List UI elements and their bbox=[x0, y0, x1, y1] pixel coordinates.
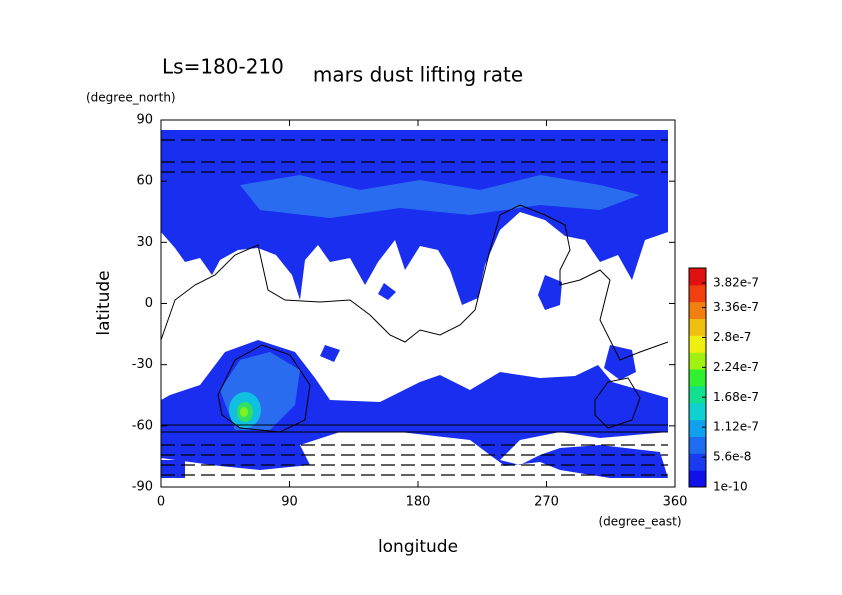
contour-line bbox=[160, 204, 669, 361]
contour-fill bbox=[161, 130, 668, 305]
x-axis-label: longitude bbox=[378, 537, 458, 557]
contour-line bbox=[161, 424, 668, 433]
colorbar-swatch bbox=[689, 453, 706, 471]
colorbar-swatch bbox=[689, 470, 706, 488]
colorbar-swatch bbox=[689, 352, 706, 370]
y-axis-label: latitude bbox=[94, 270, 114, 335]
y-tick-label: 60 bbox=[136, 174, 153, 189]
y-tick-label: -60 bbox=[132, 418, 153, 433]
x-unit: (degree_east) bbox=[598, 515, 681, 529]
colorbar-swatch bbox=[689, 335, 706, 353]
colorbar-label: 1.68e-7 bbox=[713, 390, 759, 404]
y-tick-label: 30 bbox=[136, 235, 153, 250]
colorbar-swatch bbox=[689, 419, 706, 437]
colorbar-swatch bbox=[689, 318, 706, 336]
y-unit: (degree_north) bbox=[86, 91, 176, 105]
contour-fill bbox=[240, 407, 248, 417]
colorbar-swatch bbox=[689, 284, 706, 303]
subtitle: Ls=180-210 bbox=[162, 55, 284, 79]
colorbar-label: 2.8e-7 bbox=[713, 330, 751, 344]
contour-line bbox=[217, 344, 311, 433]
colorbar-label: 1e-10 bbox=[713, 479, 748, 493]
colorbar-label: 5.6e-8 bbox=[713, 450, 751, 464]
chart-title: mars dust lifting rate bbox=[313, 63, 523, 87]
colorbar-swatch bbox=[689, 301, 706, 320]
colorbar-label: 1.12e-7 bbox=[713, 420, 759, 434]
colorbar-label: 3.36e-7 bbox=[713, 300, 759, 314]
y-tick-label: 90 bbox=[136, 113, 153, 128]
contour-fill bbox=[320, 275, 636, 380]
y-tick-label: -90 bbox=[132, 480, 153, 495]
contour-line bbox=[161, 139, 668, 476]
contour-line bbox=[594, 377, 641, 429]
x-tick-label: 180 bbox=[406, 495, 431, 510]
colorbar-swatch bbox=[689, 402, 706, 421]
x-tick-label: 270 bbox=[534, 495, 559, 510]
colorbar-swatch bbox=[689, 369, 706, 387]
colorbar-swatch bbox=[689, 268, 706, 286]
colorbar-frame bbox=[688, 267, 707, 488]
contour-fill bbox=[240, 175, 640, 218]
colorbar-swatch bbox=[689, 385, 706, 404]
y-tick-label: 0 bbox=[145, 296, 153, 311]
colorbar-label: 3.82e-7 bbox=[713, 275, 759, 289]
x-tick-label: 0 bbox=[157, 495, 165, 510]
x-tick-label: 90 bbox=[281, 495, 298, 510]
x-tick-label: 360 bbox=[663, 495, 688, 510]
colorbar-label: 2.24e-7 bbox=[713, 360, 759, 374]
y-tick-label: -30 bbox=[132, 357, 153, 372]
contour-field bbox=[160, 130, 669, 478]
colorbar-swatch bbox=[689, 436, 706, 454]
